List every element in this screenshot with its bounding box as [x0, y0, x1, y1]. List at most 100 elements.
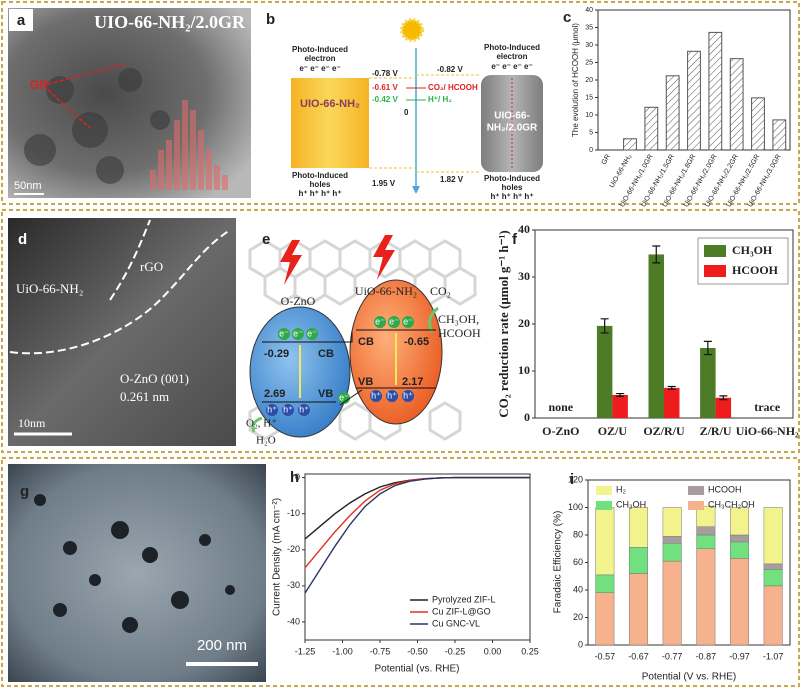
bar: [687, 50, 701, 151]
level-label: 1.95 V: [372, 179, 396, 188]
electron: e⁻: [403, 316, 413, 326]
row-frame: [1, 1, 800, 205]
x-tick-label: -1.00: [332, 646, 353, 656]
bar-segment: [628, 573, 649, 646]
y-tick-label: 30: [585, 42, 593, 49]
x-tick-label: -0.67: [628, 651, 649, 661]
line: [304, 476, 530, 594]
label: Photo-Induced: [484, 43, 540, 52]
x-tick-label: -0.77: [662, 651, 683, 661]
bar: [623, 138, 637, 151]
x-tick-label: O-ZnO: [542, 424, 579, 438]
x-tick-label: -0.87: [696, 651, 717, 661]
hole: h⁺: [283, 404, 293, 414]
y-axis-title: Faradaic Efficiency (%): [553, 511, 564, 614]
sun: [400, 18, 424, 42]
hole: h⁺: [403, 390, 413, 400]
bar: [648, 254, 664, 418]
x-tick-label: -0.25: [445, 646, 466, 656]
label: holes: [502, 183, 523, 192]
bar-segment: [662, 543, 682, 562]
hole: h⁺: [299, 404, 309, 414]
tem-image: [8, 464, 266, 682]
y-tick-label: 40: [518, 222, 530, 236]
band-box: [291, 78, 369, 168]
label: e⁻ e⁻ e⁻ e⁻: [491, 62, 532, 71]
boundary: [109, 219, 151, 301]
bar: [708, 31, 723, 151]
electron: e⁻: [293, 328, 303, 338]
band-value: -0.65: [404, 336, 429, 348]
label-box: [9, 9, 33, 31]
y-tick-label: -20: [287, 544, 300, 554]
x-tick-label: GR: [601, 153, 612, 166]
y-tick-label: 20: [573, 612, 583, 622]
error-bar: [667, 385, 676, 390]
bar-segment: [696, 505, 716, 527]
error-bar: [719, 395, 728, 401]
product: HCOOH: [438, 326, 481, 340]
band-label: CB: [318, 348, 334, 360]
bar: [596, 325, 613, 418]
x-tick-label: -0.50: [407, 646, 428, 656]
boundary: [9, 229, 231, 355]
line: [304, 476, 530, 540]
reactant: CO₂: [430, 284, 451, 298]
label: Photo-Induced: [292, 45, 348, 54]
x-axis-title: Potential (vs. RHE): [374, 664, 459, 675]
bar-segment: [662, 536, 682, 544]
region-label: 0.261 nm: [120, 389, 169, 404]
row-frame: [1, 457, 800, 687]
x-tick-label: -0.97: [729, 651, 750, 661]
bar-segment: [729, 507, 750, 536]
x-tick-label: -0.75: [370, 646, 391, 656]
level-label: 1.82 V: [440, 175, 464, 184]
nanoparticles: [34, 494, 235, 633]
light-bolt: [373, 235, 395, 280]
region-label: O-ZnO (001): [120, 371, 189, 386]
legend-swatch: [596, 486, 612, 495]
bar-segment: [696, 548, 716, 646]
y-tick-label: 10: [518, 363, 530, 377]
error-bar: [600, 318, 609, 334]
legend-label: Pyrolyzed ZIF-L: [432, 594, 496, 604]
label: Photo-Induced: [292, 171, 348, 180]
sample-title: UIO-66-NH₂/2.0GR: [94, 12, 246, 32]
legend-label: CH₃CH₂OH: [708, 499, 755, 509]
region-label: rGO: [140, 259, 163, 274]
y-axis-title: Current Density (mA cm⁻²): [272, 498, 283, 616]
band-value: -0.29: [264, 348, 289, 360]
bar: [665, 75, 680, 151]
bar-segment: [696, 526, 716, 536]
material-label: O-ZnO: [281, 294, 316, 308]
label: h⁺ h⁺ h⁺ h⁺: [490, 192, 533, 201]
x-tick-label: Z/R/U: [700, 424, 732, 438]
region-label: UiO-66-NH₂: [16, 281, 83, 296]
arrow: [47, 63, 126, 129]
panel-label: a: [17, 12, 26, 29]
level-label: -0.82 V: [437, 65, 463, 74]
band-value: 2.17: [402, 376, 423, 388]
legend-swatch: [688, 486, 704, 495]
scale-label: 10nm: [18, 416, 46, 430]
panel-label: g: [20, 483, 29, 500]
bar-segment: [595, 507, 615, 576]
redox-label: H⁺/ H₂: [428, 95, 452, 104]
y-tick-label: 20: [585, 77, 593, 84]
error-bar: [616, 392, 625, 397]
y-tick-label: 10: [585, 112, 593, 119]
y-tick-label: 25: [585, 59, 593, 66]
panel-b: b Photo-Induced electron e⁻ e⁻ e⁻ e⁻ UIO…: [266, 11, 543, 201]
y-tick-label: 40: [573, 584, 583, 594]
x-tick-label: 0.25: [521, 646, 539, 656]
y-tick-label: 5: [589, 129, 593, 136]
bar-segment: [662, 507, 682, 537]
hole: h⁺: [267, 404, 277, 414]
bar-segment: [696, 534, 716, 549]
material-label: UiO-66-NH₂: [355, 284, 417, 298]
y-tick-label: 40: [585, 7, 593, 14]
panel-a: a UIO-66-NH₂/2.0GR GR 50nm: [8, 8, 251, 198]
y-tick-label: 80: [573, 529, 583, 539]
legend-label: CH₃OH: [732, 243, 773, 257]
y-tick-label: 60: [573, 557, 583, 567]
